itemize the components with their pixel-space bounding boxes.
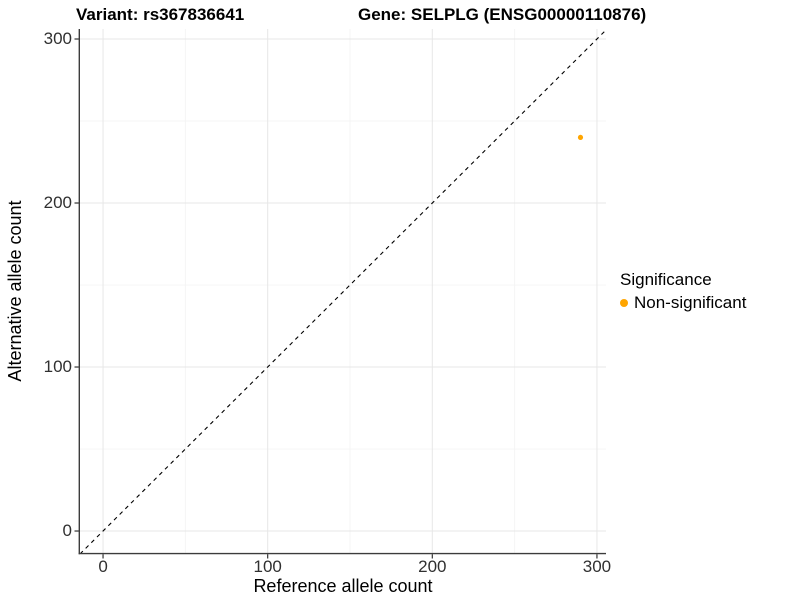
identity-dashed-line <box>80 29 606 553</box>
legend: Significance Non-significant <box>620 270 746 313</box>
legend-items: Non-significant <box>620 293 746 313</box>
x-tick-label: 0 <box>98 557 108 576</box>
x-tick-label: 100 <box>253 557 282 576</box>
y-tick-label: 100 <box>43 357 72 377</box>
y-tick-label: 0 <box>62 521 72 541</box>
plot-title-variant: Variant: rs367836641 <box>76 5 245 24</box>
legend-point-icon <box>620 299 628 307</box>
legend-title: Significance <box>620 270 712 289</box>
plot-title-gene: Gene: SELPLG (ENSG00000110876) <box>358 5 647 24</box>
y-axis-title: Alternative allele count <box>5 200 25 382</box>
legend-item: Non-significant <box>620 293 746 313</box>
data-point <box>577 134 584 141</box>
x-tick-label: 200 <box>418 557 447 576</box>
y-tick-label: 200 <box>43 193 72 212</box>
y-tick-label: 300 <box>43 29 72 48</box>
x-axis-title: Reference allele count <box>253 576 433 596</box>
legend-item-label: Non-significant <box>634 293 747 312</box>
x-tick-label: 300 <box>582 557 612 576</box>
